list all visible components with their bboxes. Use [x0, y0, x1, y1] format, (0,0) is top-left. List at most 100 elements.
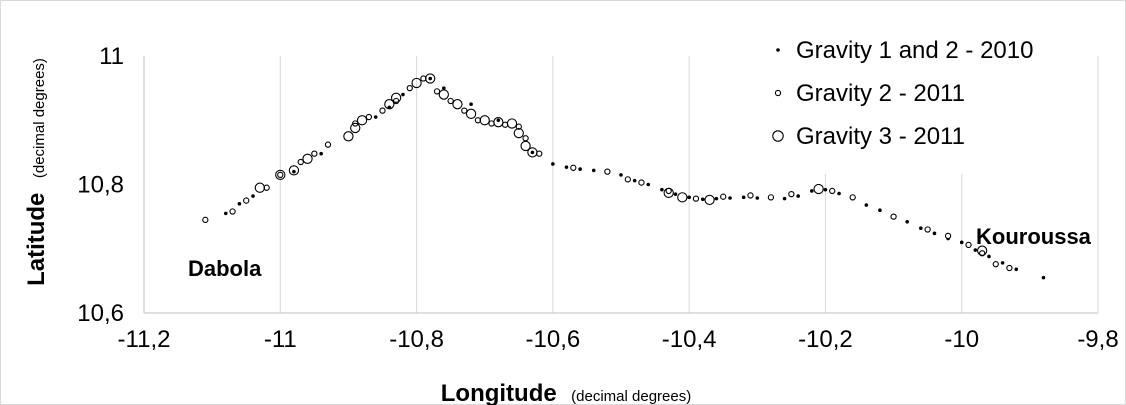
point-gravity-1-2-2010	[987, 254, 991, 259]
point-gravity-2-2011	[243, 197, 250, 204]
point-gravity-2-2011	[767, 194, 775, 201]
point-gravity-1-2-2010	[1014, 267, 1019, 272]
x-tick-label: -11	[264, 326, 297, 353]
point-gravity-1-2-2010	[237, 201, 242, 206]
point-gravity-2-2011	[461, 107, 468, 114]
x-tick-label: -10,8	[389, 326, 444, 353]
point-gravity-1-2-2010	[646, 182, 651, 187]
legend-label: Gravity 3 - 2011	[796, 123, 965, 150]
point-gravity-2-2011	[447, 97, 454, 105]
point-gravity-1-2-2010	[591, 168, 596, 173]
point-gravity-1-2-2010	[1041, 275, 1046, 280]
point-gravity-3-2011	[704, 194, 715, 206]
point-gravity-2-2011	[965, 241, 972, 249]
point-gravity-3-2011	[384, 99, 395, 110]
point-gravity-2-2011	[202, 216, 209, 223]
x-axis-label: Longitude	[441, 380, 557, 405]
point-gravity-1-2-2010	[551, 162, 555, 166]
point-gravity-1-2-2010	[673, 192, 678, 196]
point-gravity-1-2-2010	[714, 196, 719, 201]
point-gravity-1-2-2010	[959, 240, 964, 245]
point-gravity-3-2011	[513, 127, 524, 139]
point-gravity-1-2-2010	[687, 195, 691, 200]
data-points	[202, 73, 1046, 280]
point-gravity-3-2011	[527, 147, 538, 158]
point-gravity-1-2-2010	[728, 196, 732, 200]
x-tick-label: -10,2	[798, 326, 853, 353]
point-gravity-3-2011	[663, 187, 674, 199]
y-tick-label: 10,6	[77, 300, 124, 327]
point-gravity-1-2-2010	[223, 211, 228, 216]
x-axis-title: Longitude (decimal degrees)	[441, 380, 691, 405]
point-gravity-2-2011	[979, 250, 986, 257]
point-gravity-3-2011	[356, 115, 368, 126]
point-gravity-3-2011	[438, 89, 449, 100]
point-gravity-2-2011	[829, 187, 836, 195]
point-gravity-1-2-2010	[1000, 261, 1005, 265]
point-gravity-3-2011	[411, 77, 422, 89]
point-gravity-3-2011	[350, 122, 361, 134]
axes	[143, 56, 1098, 314]
point-gravity-1-2-2010	[973, 248, 978, 252]
point-gravity-2-2011	[570, 164, 577, 171]
point-gravity-3-2011	[390, 92, 402, 103]
legend-label: Gravity 2 - 2011	[796, 80, 965, 107]
point-gravity-1-2-2010	[469, 102, 473, 106]
point-gravity-1-2-2010	[319, 151, 323, 156]
legend-label: Gravity 1 and 2 - 2010	[796, 37, 1033, 64]
point-gravity-2-2011	[515, 123, 522, 130]
point-gravity-2-2011	[365, 113, 373, 121]
point-gravity-1-2-2010	[919, 226, 923, 230]
point-gravity-1-2-2010	[932, 231, 937, 236]
point-gravity-2-2011	[324, 141, 332, 148]
point-gravity-1-2-2010	[864, 203, 869, 207]
legend-small-circle-marker	[774, 89, 782, 97]
point-gravity-3-2011	[254, 182, 265, 193]
point-gravity-3-2011	[520, 140, 531, 152]
point-gravity-2-2011	[229, 208, 236, 215]
point-gravity-2-2011	[277, 171, 284, 179]
point-gravity-3-2011	[302, 153, 313, 164]
point-gravity-3-2011	[493, 117, 504, 128]
x-tick-labels: -11,2 -11 -10,8 -10,6 -10,4 -10,2 -10 -9,8	[118, 326, 1119, 353]
point-gravity-3-2011	[813, 183, 824, 195]
point-gravity-2-2011	[992, 261, 999, 268]
point-gravity-3-2011	[288, 165, 300, 176]
point-gravity-2-2011	[747, 192, 754, 199]
point-gravity-1-2-2010	[292, 169, 296, 174]
legend-item-gravity-1-2-2010: Gravity 1 and 2 - 2010	[776, 37, 1033, 64]
y-axis-label: Latitude	[23, 193, 50, 286]
legend-item-gravity-2-2011: Gravity 2 - 2011	[774, 80, 965, 107]
point-gravity-1-2-2010	[905, 219, 909, 224]
y-axis-unit: (decimal degrees)	[31, 58, 48, 178]
point-gravity-2-2011	[406, 84, 413, 92]
point-gravity-3-2011	[977, 245, 988, 256]
legend-dot-marker	[776, 48, 780, 52]
point-gravity-1-2-2010	[632, 178, 637, 183]
point-gravity-1-2-2010	[700, 197, 705, 202]
legend: Gravity 1 and 2 - 2010 Gravity 2 - 2011 …	[758, 28, 1058, 174]
point-gravity-1-2-2010	[530, 150, 535, 155]
legend-large-circle-marker	[772, 130, 784, 142]
point-gravity-1-2-2010	[755, 196, 760, 200]
y-tick-labels: 10,6 10,8 11	[77, 43, 124, 327]
point-gravity-1-2-2010	[878, 208, 882, 212]
point-gravity-2-2011	[849, 194, 856, 201]
point-gravity-3-2011	[465, 108, 477, 119]
point-gravity-1-2-2010	[578, 167, 582, 171]
y-tick-label: 11	[99, 43, 124, 70]
y-tick-label: 10,8	[77, 172, 124, 199]
point-gravity-2-2011	[522, 135, 529, 142]
point-gravity-1-2-2010	[251, 194, 255, 198]
point-gravity-3-2011	[275, 169, 286, 181]
point-gravity-2-2011	[433, 88, 441, 95]
point-gravity-2-2011	[638, 179, 645, 186]
annotation-kouroussa: Kouroussa	[976, 224, 1092, 249]
x-tick-label: -9,8	[1077, 326, 1118, 353]
point-gravity-2-2011	[1006, 264, 1013, 272]
point-gravity-1-2-2010	[782, 196, 787, 201]
point-gravity-3-2011	[479, 115, 490, 126]
point-gravity-2-2011	[624, 176, 631, 183]
point-gravity-1-2-2010	[442, 86, 446, 90]
